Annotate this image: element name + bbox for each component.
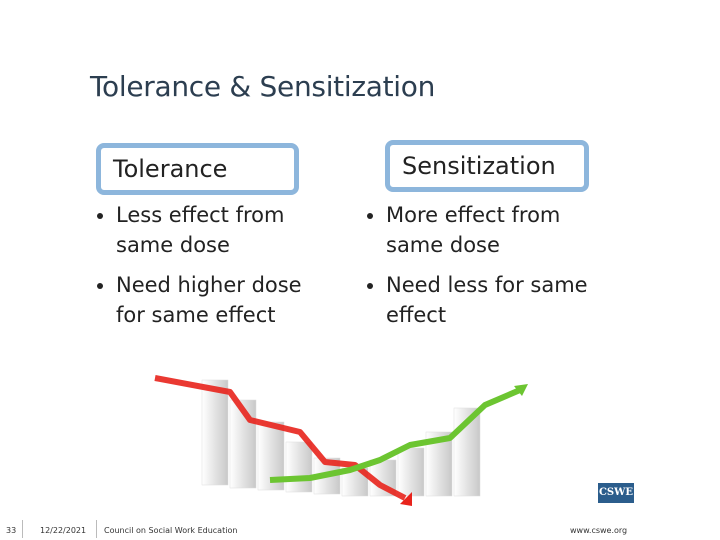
arrowhead xyxy=(514,384,528,396)
bullet-list: Less effect from same dose Need higher d… xyxy=(100,200,331,340)
divider xyxy=(22,520,23,538)
bullet: Need higher dose for same effect xyxy=(116,270,331,330)
arrowhead xyxy=(400,492,412,506)
slide-number: 33 xyxy=(6,526,17,535)
website: www.cswe.org xyxy=(570,526,628,535)
green-arrow xyxy=(269,387,522,483)
slide-title: Tolerance & Sensitization xyxy=(90,70,436,103)
bars xyxy=(201,379,481,497)
bullet: Less effect from same dose xyxy=(116,200,331,260)
bullet-list: More effect from same dose Need less for… xyxy=(370,200,601,340)
column-heading: Sensitization xyxy=(385,140,589,192)
column-heading: Tolerance xyxy=(96,143,299,195)
divider xyxy=(96,520,97,538)
red-arrow xyxy=(154,375,407,501)
bullet: Need less for same effect xyxy=(386,270,601,330)
bullet: More effect from same dose xyxy=(386,200,601,260)
illustration xyxy=(154,375,528,506)
date: 12/22/2021 xyxy=(40,526,87,535)
logo: CSWE xyxy=(598,483,634,503)
organization: Council on Social Work Education xyxy=(104,526,238,535)
